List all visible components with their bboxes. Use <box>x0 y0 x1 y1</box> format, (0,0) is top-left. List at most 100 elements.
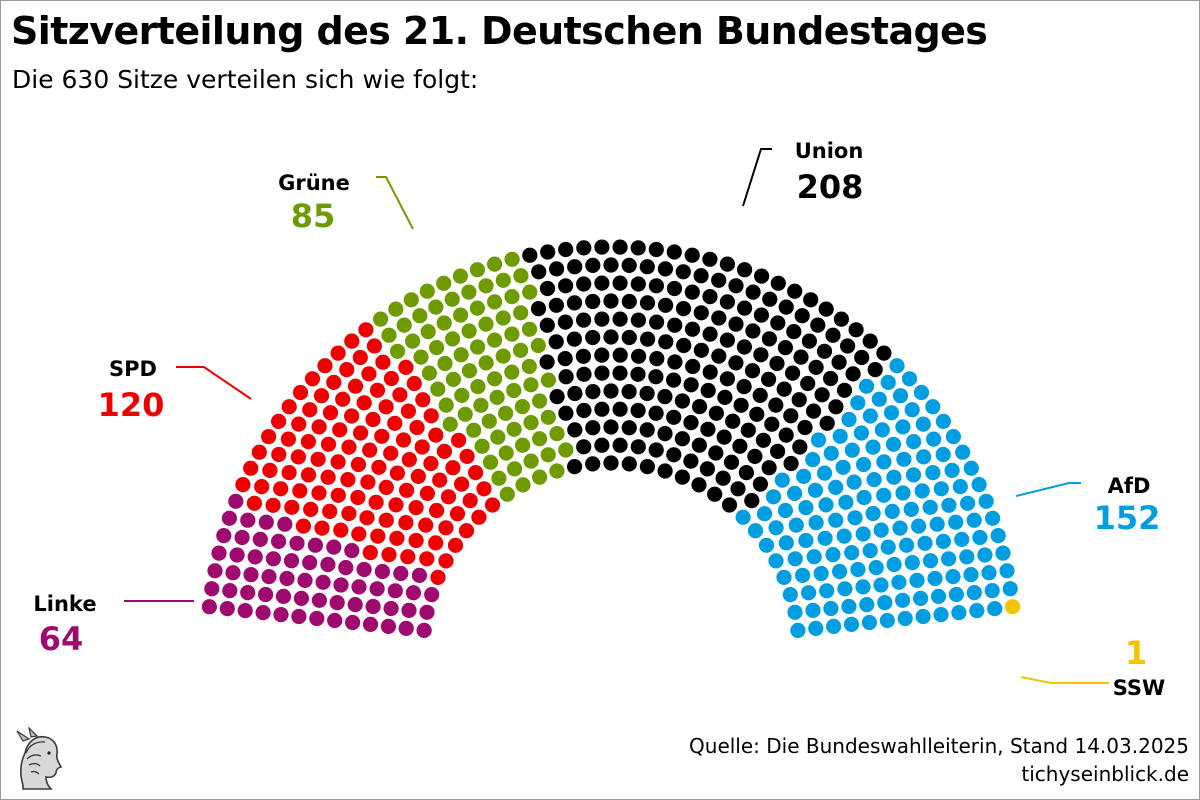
seat-union <box>792 439 808 455</box>
seat-spd <box>310 451 326 467</box>
seat-linke <box>419 604 435 620</box>
seat-gruene <box>421 365 437 381</box>
seat-union <box>567 422 583 438</box>
seat-union <box>831 354 847 370</box>
seat-gruene <box>513 305 529 321</box>
seat-union <box>674 393 691 409</box>
seat-afd <box>929 516 945 532</box>
seat-union <box>558 369 574 385</box>
seat-union <box>658 297 674 313</box>
label-afd: AfD 152 <box>1015 474 1160 537</box>
seat-union <box>752 387 768 403</box>
seat-union <box>791 392 807 408</box>
seat-union <box>649 314 665 330</box>
seat-afd <box>828 512 844 528</box>
source-note: Quelle: Die Bundeswahlleiterin, Stand 14… <box>689 734 1189 758</box>
seat-afd <box>977 547 993 563</box>
seat-union <box>666 447 682 463</box>
leader-line-union <box>742 148 772 207</box>
seat-afd <box>935 413 952 429</box>
seat-spd <box>290 449 306 465</box>
seat-afd <box>948 586 965 603</box>
seat-union <box>630 276 646 292</box>
seat-union <box>733 397 749 413</box>
label-gruene: Grüne 85 <box>278 171 414 235</box>
seat-afd <box>984 583 1000 599</box>
seat-linke <box>258 514 274 530</box>
seat-union <box>800 375 816 392</box>
seat-afd <box>903 501 919 517</box>
seat-union <box>575 348 592 364</box>
seat-afd <box>972 529 988 546</box>
website-link[interactable]: tichyseinblick.de <box>1021 762 1189 786</box>
seat-gruene <box>540 409 556 425</box>
seat-linke <box>338 560 354 576</box>
seat-spd <box>341 439 357 455</box>
seat-afd <box>805 602 821 619</box>
seat-union <box>621 456 637 472</box>
seat-union <box>657 261 674 277</box>
seat-afd <box>768 520 784 536</box>
seat-spd <box>423 408 439 424</box>
seat-union <box>674 469 691 485</box>
seat-spd <box>350 456 366 473</box>
seat-afd <box>966 512 982 528</box>
seat-afd <box>774 472 790 488</box>
seat-gruene <box>499 486 515 502</box>
seat-gruene <box>482 454 499 470</box>
seat-gruene <box>522 284 538 300</box>
seat-spd <box>462 493 478 509</box>
seat-union <box>621 257 637 273</box>
seat-gruene <box>453 307 469 323</box>
seat-linke <box>356 561 372 578</box>
seat-gruene <box>429 340 445 356</box>
seat-afd <box>858 378 875 394</box>
seat-union <box>603 419 619 435</box>
seat-layer <box>201 239 1021 639</box>
seat-gruene <box>466 422 482 438</box>
seat-afd <box>899 537 915 553</box>
seat-afd <box>879 612 895 629</box>
seat-afd <box>914 483 930 499</box>
seat-union <box>770 315 786 331</box>
seat-afd <box>883 405 900 421</box>
party-name-gruene: Grüne <box>278 171 350 195</box>
seat-afd <box>856 489 872 506</box>
seat-union <box>702 364 718 380</box>
seat-spd <box>304 371 321 387</box>
seat-afd <box>847 510 863 526</box>
seat-gruene <box>389 343 406 359</box>
seat-linke <box>265 551 281 567</box>
seat-union <box>752 476 769 492</box>
seat-union <box>692 399 708 415</box>
seat-linke <box>398 620 414 637</box>
seat-spd <box>458 523 475 539</box>
seat-linke <box>327 612 343 629</box>
seat-afd <box>880 539 896 555</box>
seat-union <box>594 347 610 363</box>
seat-afd <box>788 517 804 533</box>
seat-spd <box>295 518 311 534</box>
seat-union <box>685 358 701 375</box>
seat-afd <box>927 570 943 587</box>
seat-linke <box>258 586 274 603</box>
seat-union <box>747 448 763 464</box>
seat-spd <box>381 547 397 563</box>
seat-afd <box>832 428 848 444</box>
seat-afd <box>855 526 871 542</box>
seat-union <box>539 354 555 370</box>
seat-union <box>666 244 682 260</box>
seat-union <box>730 481 746 497</box>
seat-union <box>630 240 646 256</box>
seat-union <box>749 406 765 422</box>
seat-union <box>867 362 883 378</box>
seat-union <box>603 329 619 345</box>
seat-union <box>777 340 794 356</box>
seat-afd <box>796 468 812 484</box>
seat-union <box>612 311 628 327</box>
seat-afd <box>926 431 942 447</box>
seat-count-ssw: 1 <box>1125 634 1147 672</box>
seat-gruene <box>532 393 548 409</box>
seat-spd <box>262 462 278 478</box>
